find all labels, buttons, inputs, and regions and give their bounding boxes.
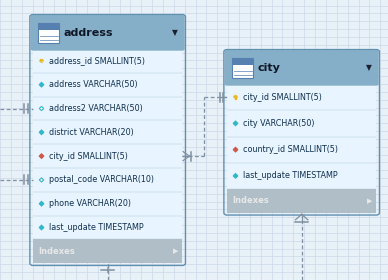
Polygon shape	[39, 154, 44, 158]
Text: address2 VARCHAR(50): address2 VARCHAR(50)	[49, 104, 143, 113]
Text: ▼: ▼	[366, 63, 372, 73]
Text: last_update TIMESTAMP: last_update TIMESTAMP	[243, 171, 338, 180]
Bar	[232, 58, 253, 78]
Text: postal_code VARCHAR(10): postal_code VARCHAR(10)	[49, 175, 154, 185]
Text: Indexes: Indexes	[38, 247, 75, 256]
Bar	[227, 68, 376, 84]
Bar	[38, 23, 59, 43]
Text: city: city	[257, 63, 280, 73]
Bar	[33, 33, 182, 49]
FancyBboxPatch shape	[225, 50, 379, 86]
FancyBboxPatch shape	[31, 15, 185, 51]
Text: address: address	[63, 28, 113, 38]
Text: ▶: ▶	[367, 198, 372, 204]
Bar	[227, 189, 376, 213]
Text: phone VARCHAR(20): phone VARCHAR(20)	[49, 199, 131, 208]
Bar	[33, 49, 182, 239]
Polygon shape	[39, 130, 44, 134]
Polygon shape	[233, 174, 238, 178]
Bar	[33, 239, 182, 263]
Bar	[235, 97, 236, 99]
Bar	[41, 61, 42, 62]
Bar	[227, 84, 376, 189]
Text: country_id SMALLINT(5): country_id SMALLINT(5)	[243, 145, 338, 154]
Polygon shape	[39, 106, 44, 111]
Circle shape	[234, 96, 237, 98]
Text: Indexes: Indexes	[232, 196, 269, 206]
Text: ▶: ▶	[173, 248, 178, 254]
Polygon shape	[39, 202, 44, 206]
Text: city_id SMALLINT(5): city_id SMALLINT(5)	[49, 151, 128, 161]
Polygon shape	[233, 148, 238, 152]
Polygon shape	[39, 83, 44, 87]
Circle shape	[40, 60, 43, 62]
Text: ▼: ▼	[172, 28, 178, 38]
Text: district VARCHAR(20): district VARCHAR(20)	[49, 128, 134, 137]
Text: city_id SMALLINT(5): city_id SMALLINT(5)	[243, 93, 322, 102]
Bar	[232, 58, 253, 65]
Text: address VARCHAR(50): address VARCHAR(50)	[49, 80, 138, 89]
Polygon shape	[233, 121, 238, 125]
Text: address_id SMALLINT(5): address_id SMALLINT(5)	[49, 56, 145, 66]
Text: city VARCHAR(50): city VARCHAR(50)	[243, 119, 315, 128]
Polygon shape	[39, 178, 44, 182]
Text: last_update TIMESTAMP: last_update TIMESTAMP	[49, 223, 144, 232]
Polygon shape	[39, 225, 44, 230]
Bar	[38, 23, 59, 30]
